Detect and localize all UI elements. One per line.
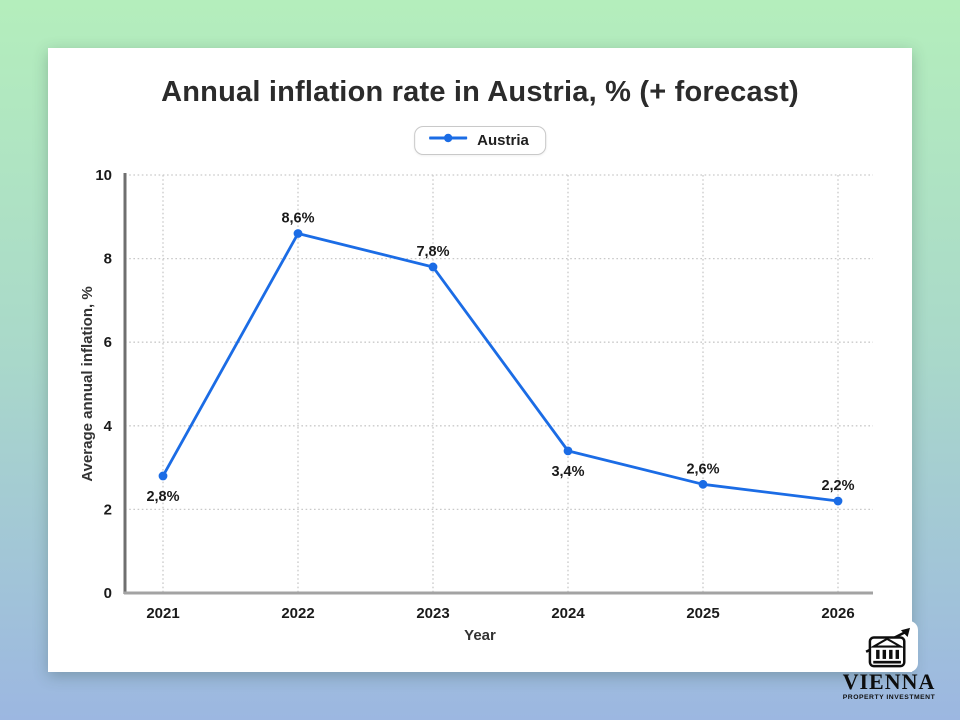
- svg-text:Average annual inflation, %: Average annual inflation, %: [79, 286, 96, 481]
- axis-titles: Year Average annual inflation, %: [79, 286, 496, 644]
- legend-label: Austria: [477, 131, 529, 149]
- gridlines: [125, 174, 873, 593]
- svg-text:2024: 2024: [551, 605, 585, 622]
- building-arrow-icon: [860, 621, 918, 672]
- svg-text:2,6%: 2,6%: [686, 461, 719, 477]
- brand-subtitle: PROPERTY INVESTMENT: [842, 694, 936, 702]
- chart-card: Annual inflation rate in Austria, % (+ f…: [48, 48, 912, 672]
- svg-text:2026: 2026: [821, 605, 854, 622]
- svg-text:10: 10: [95, 167, 112, 184]
- inflation-line-chart: 0 2 4 6 8 10 2021 2022 2023 2024 2025 2026 Year Avera…: [79, 167, 873, 644]
- svg-text:Year: Year: [464, 627, 496, 644]
- svg-text:2021: 2021: [146, 605, 179, 622]
- axes: [123, 173, 873, 595]
- chart-title: Annual inflation rate in Austria, % (+ f…: [161, 76, 799, 108]
- svg-text:8: 8: [104, 251, 112, 268]
- svg-text:2: 2: [104, 501, 112, 518]
- svg-text:2023: 2023: [416, 605, 449, 622]
- legend-line-marker-icon: [428, 131, 468, 149]
- svg-text:8,6%: 8,6%: [281, 211, 314, 227]
- svg-text:2025: 2025: [686, 605, 719, 622]
- svg-text:7,8%: 7,8%: [416, 244, 449, 260]
- tick-labels: 0 2 4 6 8 10 2021 2022 2023 2024 2025 2026: [95, 167, 854, 622]
- legend: Austria: [414, 126, 546, 155]
- brand-logo: VIENNA PROPERTY INVESTMENT: [839, 621, 939, 701]
- svg-text:4: 4: [104, 418, 113, 435]
- series-line: [161, 232, 840, 503]
- svg-text:2022: 2022: [281, 605, 314, 622]
- svg-text:6: 6: [104, 334, 112, 351]
- data-labels: 2,8% 8,6% 7,8% 3,4% 2,6% 2,2%: [146, 211, 854, 505]
- svg-text:0: 0: [104, 585, 112, 602]
- svg-text:3,4%: 3,4%: [551, 464, 584, 480]
- brand-name: VIENNA: [842, 669, 936, 694]
- svg-text:2,2%: 2,2%: [821, 478, 854, 494]
- svg-text:2,8%: 2,8%: [146, 489, 179, 505]
- series-markers: [158, 229, 843, 506]
